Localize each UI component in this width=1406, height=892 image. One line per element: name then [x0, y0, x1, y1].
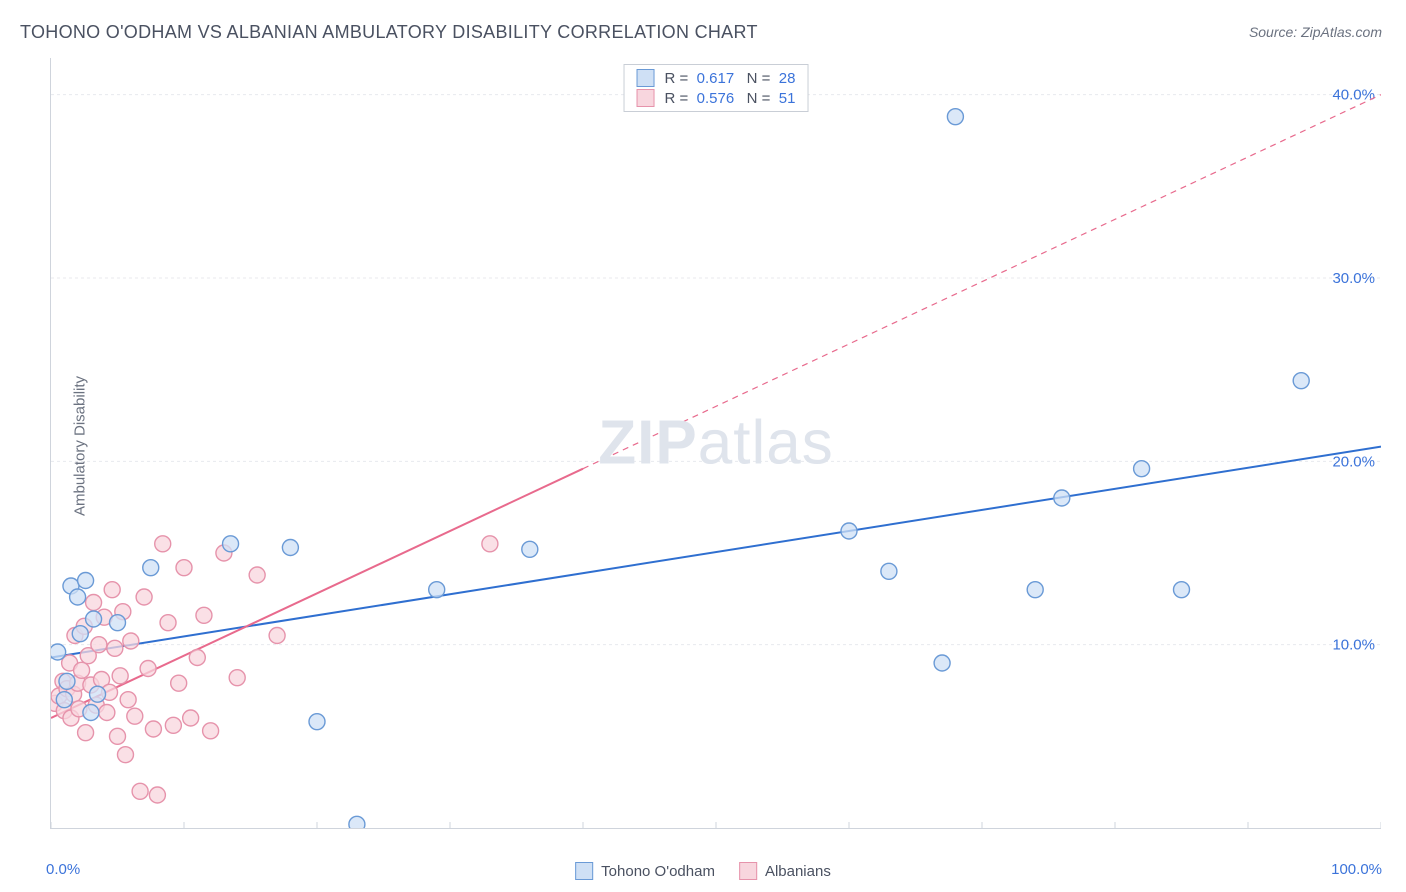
svg-text:40.0%: 40.0%: [1332, 87, 1375, 104]
legend-swatch: [637, 69, 655, 87]
series-legend: Tohono O'odham Albanians: [575, 862, 831, 880]
legend-swatch: [637, 89, 655, 107]
stats-legend-row: R = 0.617 N = 28: [637, 69, 796, 87]
legend-item: Tohono O'odham: [575, 862, 715, 880]
stats-legend: R = 0.617 N = 28 R = 0.576 N = 51: [624, 64, 809, 112]
x-axis-min-label: 0.0%: [46, 861, 80, 878]
x-axis-max-label: 100.0%: [1331, 861, 1382, 878]
plot-area: 10.0%20.0%30.0%40.0% ZIPatlas R = 0.617 …: [50, 58, 1381, 829]
stats-legend-row: R = 0.576 N = 51: [637, 89, 796, 107]
chart-title: TOHONO O'ODHAM VS ALBANIAN AMBULATORY DI…: [20, 22, 758, 43]
legend-swatch: [575, 862, 593, 880]
legend-item: Albanians: [739, 862, 831, 880]
legend-label: Tohono O'odham: [601, 863, 715, 880]
svg-text:20.0%: 20.0%: [1332, 453, 1375, 470]
chart-container: TOHONO O'ODHAM VS ALBANIAN AMBULATORY DI…: [0, 0, 1406, 892]
svg-text:10.0%: 10.0%: [1332, 637, 1375, 654]
source-attribution: Source: ZipAtlas.com: [1249, 24, 1382, 40]
stats-text: R = 0.617 N = 28: [665, 70, 796, 87]
svg-text:30.0%: 30.0%: [1332, 270, 1375, 287]
legend-label: Albanians: [765, 863, 831, 880]
scatter-svg: 10.0% 20.0% 30.0% 40.0%: [51, 58, 1381, 828]
stats-text: R = 0.576 N = 51: [665, 90, 796, 107]
legend-swatch: [739, 862, 757, 880]
